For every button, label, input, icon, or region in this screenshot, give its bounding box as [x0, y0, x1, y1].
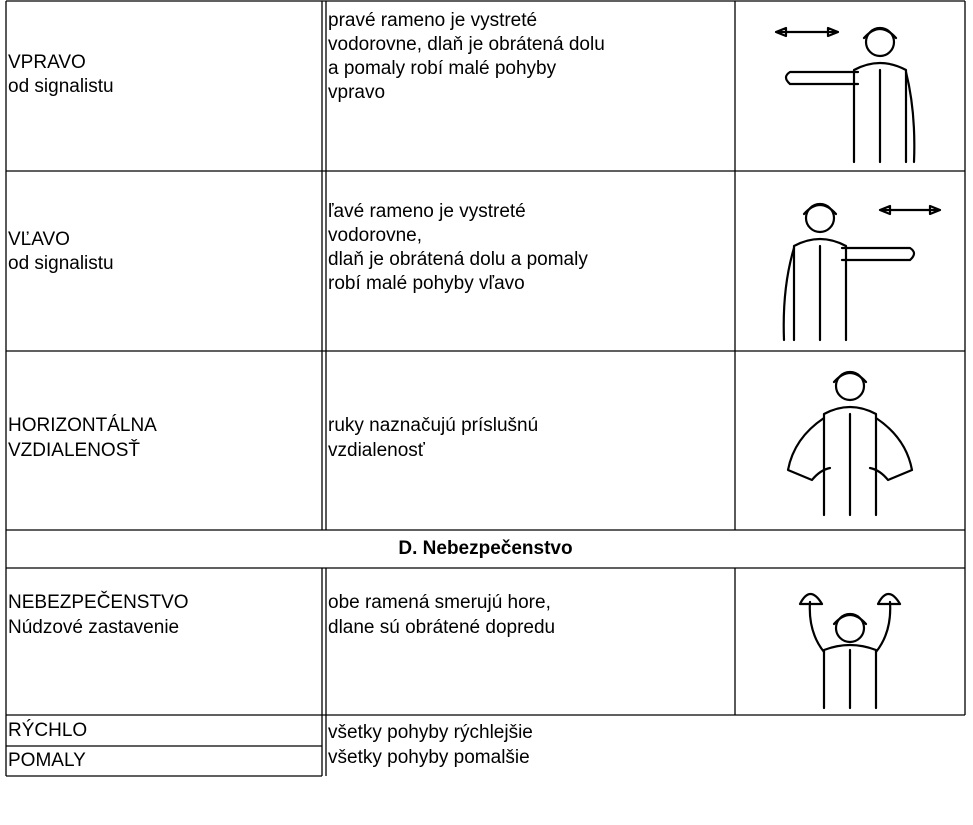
description: všetky pohyby pomalšie	[328, 747, 530, 768]
figure-danger	[798, 592, 902, 710]
description: dlaň je obrátená dolu a pomaly	[328, 249, 588, 270]
label: NEBEZPEČENSTVO	[8, 592, 189, 613]
description: ľavé rameno je vystreté	[328, 201, 526, 222]
description: vpravo	[328, 82, 386, 103]
description: ruky naznačujú príslušnú	[328, 415, 539, 436]
description: pravé rameno je vystreté	[328, 10, 538, 31]
description: robí malé pohyby vľavo	[328, 273, 525, 294]
label: RÝCHLO	[8, 720, 88, 741]
description: vodorovne, dlaň je obrátená dolu	[328, 34, 605, 55]
label: VPRAVO	[8, 52, 86, 73]
label: POMALY	[8, 750, 86, 771]
label: od signalistu	[8, 253, 114, 274]
label: HORIZONTÁLNA	[8, 415, 157, 436]
label: VZDIALENOSŤ	[8, 440, 140, 461]
description: všetky pohyby rýchlejšie	[328, 722, 533, 743]
label: od signalistu	[8, 76, 114, 97]
description: a pomaly robí malé pohyby	[328, 58, 557, 79]
description: vzdialenosť	[328, 440, 425, 461]
figure-left	[782, 202, 942, 342]
figure-right	[774, 26, 916, 164]
section-title: D. Nebezpečenstvo	[398, 538, 573, 559]
label: Núdzové zastavenie	[8, 617, 180, 638]
label: VĽAVO	[8, 229, 70, 250]
description: dlane sú obrátené dopredu	[328, 617, 556, 638]
figure-distance	[786, 370, 914, 517]
description: vodorovne,	[328, 225, 423, 246]
description: obe ramená smerujú hore,	[328, 592, 551, 613]
